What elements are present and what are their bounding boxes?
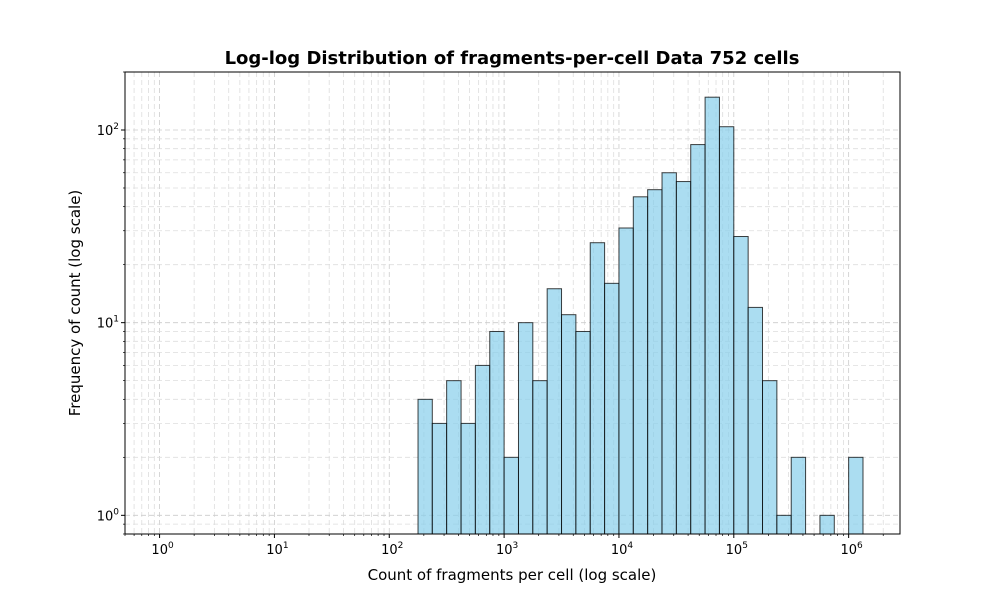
histogram-bar — [776, 514, 792, 535]
x-tick-label: 106 — [841, 541, 864, 558]
histogram-bar — [747, 306, 764, 535]
histogram-bar — [561, 314, 577, 535]
histogram-bar — [690, 144, 706, 535]
histogram-bar — [589, 242, 606, 535]
chart-title: Log-log Distribution of fragments-per-ce… — [225, 48, 800, 69]
histogram-bar — [474, 364, 491, 535]
histogram-bar — [618, 227, 634, 535]
histogram-bar — [517, 322, 534, 535]
y-tick-label: 102 — [97, 122, 119, 139]
histogram-bar — [575, 330, 591, 535]
histogram-bar — [661, 172, 677, 535]
histogram-bar — [431, 422, 448, 535]
histogram-bar — [819, 514, 835, 535]
histogram-bar — [503, 456, 519, 535]
x-axis-label: Count of fragments per cell (log scale) — [368, 566, 657, 584]
x-tick-label: 100 — [151, 541, 174, 558]
histogram-bar — [704, 96, 720, 535]
x-tick-label: 103 — [496, 541, 518, 558]
histogram-bar — [790, 456, 807, 535]
histogram-bar — [632, 196, 649, 535]
histogram-bar — [604, 282, 620, 535]
histogram-bar — [489, 330, 505, 535]
x-tick-label: 105 — [726, 541, 748, 558]
bars — [417, 96, 864, 535]
histogram-bar — [762, 380, 778, 535]
histogram-bar — [532, 380, 548, 535]
axis-ticks: 100 101 102 103 104 105 106 100 101 102 — [97, 71, 884, 558]
histogram-bar — [675, 181, 692, 535]
histogram-bar — [417, 398, 433, 535]
histogram-bar — [718, 126, 735, 535]
histogram-bar — [733, 236, 749, 535]
plot-area-frame — [124, 71, 901, 535]
x-tick-label: 102 — [381, 541, 403, 558]
y-tick-label: 101 — [97, 315, 119, 332]
histogram-bar — [446, 380, 462, 535]
histogram-bar — [848, 456, 864, 535]
x-tick-label: 101 — [266, 541, 288, 558]
histogram-bar — [546, 288, 563, 535]
y-axis-label: Frequency of count (log scale) — [66, 190, 84, 417]
grid — [124, 71, 900, 535]
histogram-bar — [647, 189, 663, 535]
histogram-bar — [460, 422, 476, 535]
x-tick-label: 104 — [611, 541, 634, 558]
y-tick-label: 100 — [97, 507, 120, 524]
